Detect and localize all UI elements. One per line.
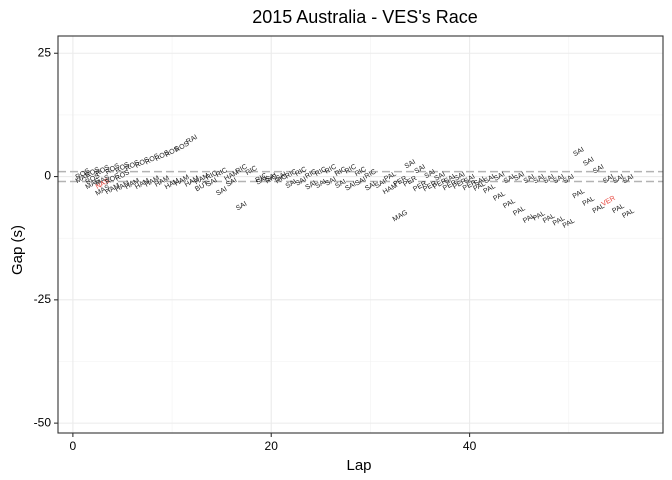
point-label: SAI [324,176,337,188]
point-label: SAI [513,171,526,183]
point-labels: ROSMASROSROSMASROSMASNASMASROSROSHAMROSR… [75,134,636,230]
point-label: SAI [344,181,357,193]
point-label: RAI [185,134,199,146]
chart-title: 2015 Australia - VES's Race [252,7,478,27]
y-tick-label: -50 [34,415,52,429]
point-label: SAI [235,201,248,213]
y-axis-title: Gap (s) [9,225,26,275]
point-label: SAI [364,181,377,193]
panel-border [57,35,664,434]
point-label: SAI [255,175,268,187]
y-tick-label: 0 [44,169,51,183]
point-label: SAI [205,177,218,189]
point-label: SAI [542,173,555,185]
point-label: SAI [404,159,417,171]
point-label: SAI [582,156,595,168]
x-tick-label: 20 [265,439,279,453]
point-label: SAI [473,176,486,188]
point-label: SAI [304,180,317,192]
point-label: SAI [314,178,327,190]
point-label: SAI [503,173,516,185]
point-label: SAI [572,146,585,158]
point-label: SAI [523,173,536,185]
y-tick-label: 25 [38,45,52,59]
point-label: SAI [285,178,298,190]
point-label: SAI [453,171,466,183]
point-label: SAI [265,172,278,184]
point-label: SAI [622,173,635,185]
point-label: SAI [612,173,625,185]
point-label: SAI [433,171,446,183]
point-label: SAI [562,173,575,185]
point-label: SAI [552,173,565,185]
point-label: SAI [592,164,605,176]
point-label: SAI [225,177,238,189]
grid-lines [58,36,663,433]
point-label: SAI [354,176,367,188]
reference-lines [58,170,663,183]
x-axis-title: Lap [346,457,371,474]
y-tick-label: -25 [34,292,52,306]
plot-panel [58,36,663,433]
point-label: SAI [215,186,228,198]
plot-frame [57,35,664,434]
point-label: SAI [275,171,288,183]
point-label: SAI [414,164,427,176]
point-label: SAI [602,173,615,185]
point-label: SAI [483,173,496,185]
panel-background [58,36,663,433]
x-tick-label: 40 [463,439,477,453]
point-label: SAI [443,173,456,185]
point-label: SAI [533,173,546,185]
point-label: SAI [463,173,476,185]
point-label: SAI [493,171,506,183]
point-label: SAI [374,178,387,190]
y-axis-ticks: 25 0 -25 -50 [34,45,58,429]
point-label: SAI [423,169,436,181]
x-tick-label: 0 [70,439,77,453]
x-axis-ticks: 0 20 40 [70,433,477,453]
point-label: SAI [334,178,347,190]
point-label: SAI [295,176,308,188]
